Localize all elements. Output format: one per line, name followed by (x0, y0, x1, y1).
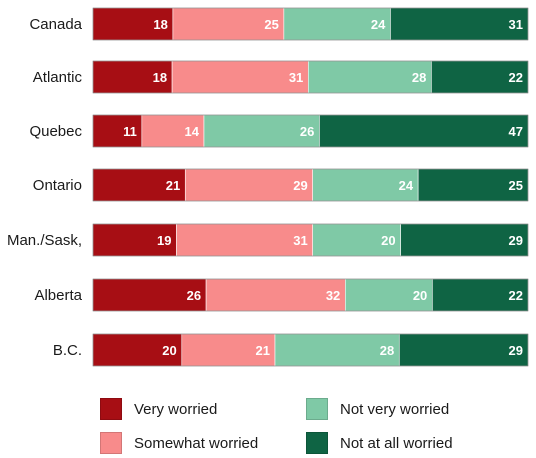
bar-outline (92, 333, 529, 367)
legend-label: Very worried (134, 400, 218, 418)
data-label: 31 (509, 17, 523, 32)
data-label: 29 (293, 178, 307, 193)
legend-label: Not at all worried (340, 434, 453, 452)
legend-swatch-not-at-all-worried (306, 432, 328, 454)
category-label: Man./Sask, (7, 232, 82, 249)
data-label: 18 (153, 70, 167, 85)
bar-outline (92, 7, 529, 41)
bar-segment-very-worried (92, 7, 174, 41)
category-label: Alberta (34, 287, 82, 304)
data-label: 24 (399, 178, 414, 193)
legend-swatch-very-worried (100, 398, 122, 420)
bar-segment-not-at-all-worried (319, 114, 529, 148)
data-label: 20 (162, 343, 176, 358)
legend-item-not-at-all-worried: Not at all worried (306, 432, 453, 454)
category-label: Canada (29, 16, 82, 33)
legend-item-not-very-worried: Not very worried (306, 398, 449, 420)
data-label: 11 (123, 124, 137, 139)
bar-segment-not-at-all-worried (398, 333, 529, 367)
data-label: 20 (381, 233, 395, 248)
bar-outline (92, 114, 529, 148)
data-label: 20 (413, 288, 427, 303)
category-label: Quebec (29, 123, 82, 140)
data-label: 24 (371, 17, 386, 32)
data-label: 26 (187, 288, 201, 303)
data-label: 14 (185, 124, 200, 139)
data-label: 18 (153, 17, 167, 32)
value-labels: 18 25 24 31 18 31 28 22 11 14 26 47 21 29 24 25 19 31 20 29… (123, 17, 523, 358)
bar-outline (92, 278, 529, 312)
data-label: 28 (380, 343, 394, 358)
data-label: 25 (509, 178, 523, 193)
category-label: Ontario (33, 177, 82, 194)
data-label: 29 (509, 343, 523, 358)
legend-label: Not very worried (340, 400, 450, 418)
bars (92, 7, 529, 367)
legend-item-very-worried: Very worried (100, 398, 217, 420)
legend-label: Somewhat worried (134, 434, 259, 452)
data-label: 21 (166, 178, 180, 193)
legend-swatch-not-very-worried (306, 398, 328, 420)
data-label: 26 (300, 124, 314, 139)
category-label: B.C. (53, 342, 82, 359)
legend: Very worried Somewhat worried Not very w… (100, 394, 530, 454)
data-label: 22 (509, 288, 523, 303)
bar-segment-not-very-worried (344, 278, 433, 312)
data-label: 28 (412, 70, 426, 85)
bar-segment-somewhat-worried (205, 278, 346, 312)
data-label: 47 (509, 124, 523, 139)
bar-segment-not-at-all-worried (431, 60, 529, 94)
category-labels: Canada Atlantic Quebec Ontario Man./Sask, Alb… (7, 16, 83, 359)
bar-outline (92, 168, 529, 202)
data-label: 31 (293, 233, 307, 248)
bar-outline (92, 223, 529, 257)
bar-segment-somewhat-worried (172, 7, 285, 41)
data-label: 29 (509, 233, 523, 248)
data-label: 21 (256, 343, 270, 358)
bar-segment-not-very-worried (312, 223, 401, 257)
bar-segment-not-at-all-worried (400, 223, 529, 257)
legend-swatch-somewhat-worried (100, 432, 122, 454)
bar-segment-not-very-worried (307, 60, 432, 94)
bar-outline (92, 60, 529, 94)
bar-segment-not-at-all-worried (431, 278, 529, 312)
legend-item-somewhat-worried: Somewhat worried (100, 432, 258, 454)
bar-segment-somewhat-worried (181, 333, 276, 367)
data-label: 22 (509, 70, 523, 85)
data-label: 32 (326, 288, 340, 303)
bar-segment-somewhat-worried (184, 168, 313, 202)
data-label: 31 (289, 70, 303, 85)
bar-segment-very-worried (92, 278, 207, 312)
bar-segment-not-at-all-worried (390, 7, 529, 41)
stacked-bar-chart: Canada Atlantic Quebec Ontario Man./Sask, Alb… (7, 7, 529, 367)
data-label: 19 (157, 233, 171, 248)
data-label: 25 (264, 17, 278, 32)
category-label: Atlantic (33, 69, 83, 86)
